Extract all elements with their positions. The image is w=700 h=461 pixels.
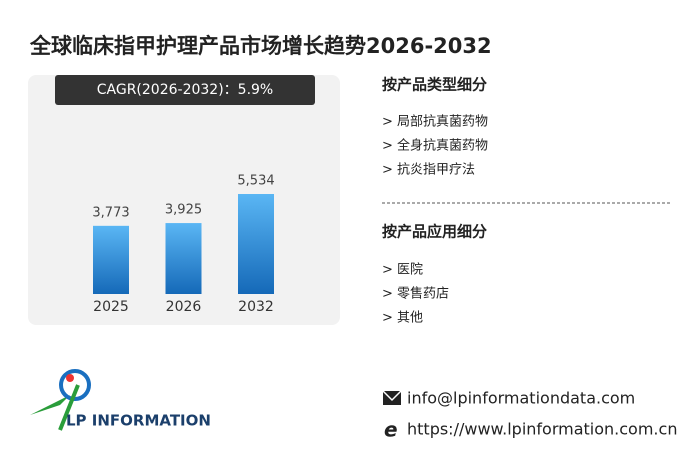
logo-text: LP INFORMATION bbox=[66, 412, 211, 430]
segment-item: > 零售药店 bbox=[382, 286, 449, 302]
logo-mark bbox=[30, 369, 91, 431]
email-icon-flap bbox=[382, 390, 402, 402]
bars: 3,773 2025 3,925 2026 5,534 2032 bbox=[92, 174, 274, 316]
x-tick-label: 2032 bbox=[238, 299, 274, 315]
cagr: CAGR(2026-2032)：5.9% bbox=[97, 82, 273, 98]
web-icon: e bbox=[384, 418, 398, 442]
value-label: 5,534 bbox=[237, 174, 274, 189]
bar bbox=[165, 223, 202, 294]
email: info@lpinformationdata.com bbox=[407, 389, 635, 408]
bar bbox=[238, 194, 274, 294]
title: 全球临床指甲护理产品市场增长趋势2026-2032 bbox=[29, 34, 492, 58]
segment-item: > 其他 bbox=[382, 311, 423, 326]
segment-item: > 局部抗真菌药物 bbox=[382, 115, 488, 130]
cagr-box bbox=[55, 75, 315, 105]
website: https://www.lpinformation.com.cn bbox=[407, 420, 677, 439]
segment-item: > 全身抗真菌药物 bbox=[382, 138, 488, 154]
x-tick-label: 2025 bbox=[93, 299, 129, 315]
x-tick-label: 2026 bbox=[166, 299, 202, 315]
segment-item: > 医院 bbox=[382, 263, 423, 278]
bar bbox=[93, 225, 129, 294]
segment-heading: 按产品类型细分 bbox=[382, 76, 487, 94]
segment-item: > 抗炎指甲疗法 bbox=[382, 163, 475, 178]
value-label: 3,925 bbox=[165, 203, 202, 218]
segment-heading: 按产品应用细分 bbox=[382, 223, 487, 241]
value-label: 3,773 bbox=[92, 205, 129, 220]
